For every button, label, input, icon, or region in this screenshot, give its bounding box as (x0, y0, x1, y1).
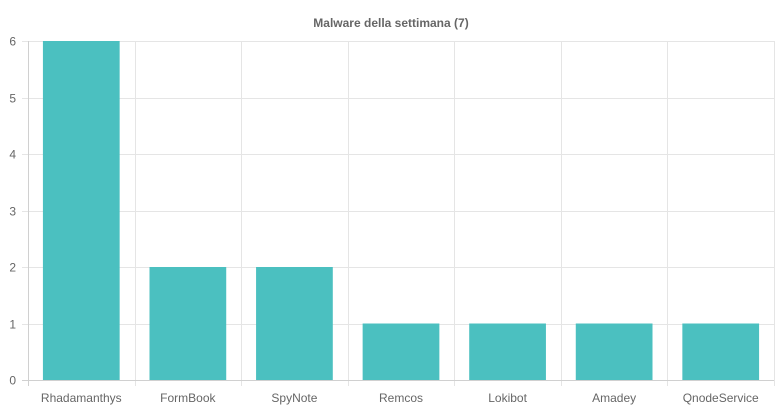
bar-amadey (575, 323, 653, 380)
x-axis-tick-labels: Rhadamanthys FormBook SpyNote Remcos Lokibot… (41, 391, 759, 405)
bar-spynote (256, 267, 333, 380)
bars (42, 41, 760, 380)
x-tick-label: QnodeService (683, 391, 759, 405)
bar-formbook (149, 267, 227, 380)
bar-lokibot (469, 323, 546, 380)
y-tick-label: 0 (9, 374, 16, 388)
x-tick-label: SpyNote (271, 391, 317, 405)
x-tick-label: FormBook (160, 391, 216, 405)
x-tick-label: Rhadamanthys (41, 391, 122, 405)
chart-title: Malware della settimana (7) (313, 16, 468, 30)
bar-qnodeservice (682, 323, 760, 380)
x-tick-label: Lokibot (488, 391, 527, 405)
x-tick-label: Amadey (592, 391, 636, 405)
y-tick-label: 5 (9, 92, 16, 106)
bar-rhadamanthys (42, 41, 120, 380)
axes (22, 41, 774, 386)
grid-lines (22, 41, 775, 386)
y-axis-tick-labels: 0 1 2 3 4 5 6 (9, 35, 16, 388)
y-tick-label: 2 (9, 261, 16, 275)
y-tick-label: 6 (9, 35, 16, 49)
x-tick-label: Remcos (379, 391, 423, 405)
bar-remcos (362, 323, 440, 380)
y-tick-label: 3 (9, 205, 16, 219)
y-tick-label: 1 (9, 318, 16, 332)
y-tick-label: 4 (9, 148, 16, 162)
